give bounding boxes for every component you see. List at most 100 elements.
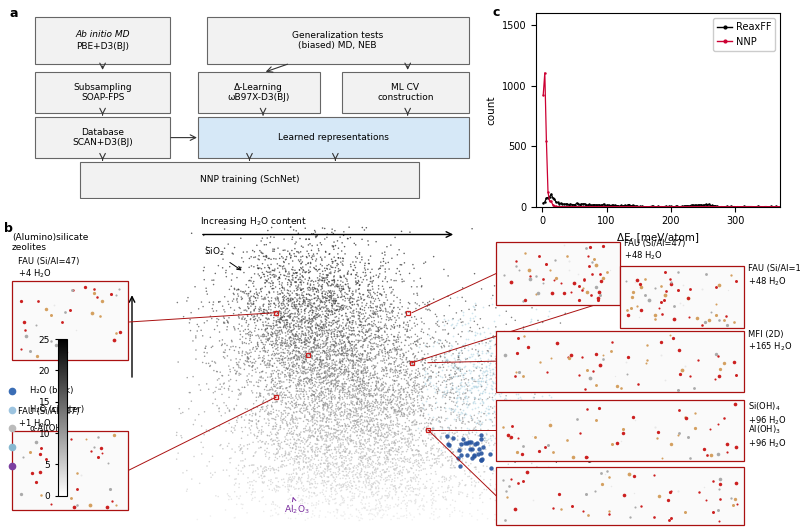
Point (326, 361, 338, 369)
Point (334, 365, 347, 374)
Point (307, 313, 320, 322)
Point (314, 384, 327, 393)
Point (255, 264, 268, 273)
Point (322, 422, 335, 430)
Point (480, 383, 493, 391)
Point (298, 379, 310, 388)
Point (326, 390, 339, 399)
Point (234, 330, 247, 339)
Point (350, 386, 362, 395)
Point (444, 421, 457, 430)
Point (272, 354, 285, 363)
Point (258, 332, 271, 341)
Point (231, 290, 244, 298)
Point (491, 386, 504, 394)
Point (414, 452, 427, 460)
Point (398, 385, 410, 394)
Point (412, 441, 425, 450)
Point (384, 451, 397, 460)
Point (418, 379, 431, 388)
Point (278, 509, 291, 518)
Point (422, 300, 434, 308)
Point (318, 459, 330, 467)
Point (354, 379, 367, 388)
Point (338, 416, 350, 424)
Point (318, 446, 331, 454)
Point (320, 279, 333, 287)
Point (366, 474, 378, 483)
Point (342, 333, 354, 342)
Point (321, 473, 334, 481)
Point (378, 403, 390, 411)
Point (286, 265, 298, 273)
Point (221, 323, 234, 331)
Point (413, 391, 426, 399)
Point (438, 403, 451, 412)
Point (488, 351, 501, 360)
Point (314, 272, 326, 280)
Point (253, 334, 266, 342)
Point (370, 467, 382, 475)
Point (436, 378, 449, 386)
Point (336, 460, 349, 469)
Point (304, 380, 317, 388)
Point (294, 342, 307, 350)
Point (283, 481, 296, 489)
Point (267, 405, 280, 413)
Point (354, 490, 366, 498)
Point (257, 332, 270, 340)
Point (249, 294, 262, 302)
Point (490, 339, 502, 348)
Point (382, 258, 394, 267)
Point (366, 304, 379, 312)
Point (376, 408, 389, 416)
Point (358, 357, 371, 366)
Point (346, 346, 358, 355)
Point (302, 454, 315, 463)
Point (266, 279, 279, 287)
Point (243, 424, 256, 432)
Point (213, 404, 226, 412)
Point (290, 343, 303, 351)
Point (484, 337, 497, 346)
Point (366, 482, 378, 490)
Point (378, 321, 391, 330)
Point (402, 422, 414, 431)
Point (316, 476, 329, 485)
Point (437, 429, 450, 437)
Point (358, 398, 370, 407)
Point (366, 299, 379, 308)
Point (299, 458, 312, 466)
Point (330, 341, 343, 349)
Point (323, 269, 336, 277)
Point (314, 311, 326, 320)
Point (241, 311, 254, 320)
Point (323, 298, 336, 307)
Point (379, 420, 392, 429)
Point (393, 403, 406, 412)
Point (310, 446, 322, 454)
Point (333, 415, 346, 423)
Point (424, 334, 437, 343)
Point (366, 317, 378, 326)
Point (348, 449, 361, 457)
Point (299, 368, 312, 377)
Point (400, 356, 413, 364)
Point (494, 356, 507, 364)
Point (274, 309, 287, 317)
Point (285, 280, 298, 289)
Point (354, 399, 366, 407)
Point (450, 344, 462, 353)
Point (334, 293, 347, 302)
Point (295, 369, 308, 377)
Point (233, 483, 246, 492)
Point (303, 284, 316, 292)
Point (454, 462, 467, 470)
Point (298, 411, 311, 419)
Point (332, 260, 345, 269)
Point (369, 352, 382, 361)
Point (396, 448, 409, 456)
Point (341, 400, 354, 409)
Point (310, 444, 322, 452)
Point (409, 352, 422, 361)
